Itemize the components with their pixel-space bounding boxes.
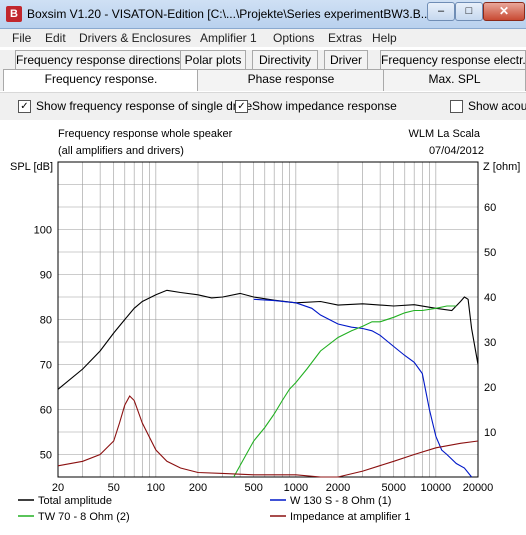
x-tick-label: 100	[147, 482, 165, 494]
tab-row-lower: Frequency response. Phase response Max. …	[0, 69, 526, 91]
tab-driver[interactable]: Driver	[324, 50, 368, 69]
y-tick-label-right: 30	[484, 337, 496, 349]
x-tick-label: 20000	[463, 482, 494, 494]
y-tick-label-left: 90	[40, 270, 52, 282]
chart-project-name: WLM La Scala	[408, 128, 480, 140]
y-tick-label-right: 60	[484, 202, 496, 214]
plot-frame	[57, 161, 479, 478]
tab-max-spl[interactable]: Max. SPL	[383, 69, 526, 91]
legend-label-3: Impedance at amplifier 1	[290, 511, 410, 523]
close-button[interactable]: ✕	[483, 2, 525, 21]
single-drive-checkbox[interactable]: ✓	[18, 100, 31, 113]
x-tick-label: 20	[52, 482, 64, 494]
y-tick-label-right: 50	[484, 247, 496, 259]
menu-amplifier[interactable]: Amplifier 1	[200, 31, 257, 45]
menu-extras[interactable]: Extras	[328, 31, 363, 45]
boxsim-app-icon[interactable]: B	[6, 6, 22, 22]
acoustic-label: Show acous	[468, 99, 526, 113]
y-tick-label-left: 100	[34, 225, 52, 237]
y-tick-label-left: 60	[40, 405, 52, 417]
x-tick-label: 5000	[381, 482, 405, 494]
tab-frequency-response-electrical[interactable]: Frequency response electr...	[380, 50, 526, 69]
menu-help[interactable]: Help	[372, 31, 397, 45]
chart-subtitle: (all amplifiers and drivers)	[58, 145, 184, 157]
series-line-3	[57, 395, 479, 478]
legend-label-0: Total amplitude	[38, 495, 112, 507]
y-axis-right-label: Z [ohm]	[483, 161, 520, 173]
menu-options[interactable]: Options	[273, 31, 315, 45]
y-tick-label-right: 40	[484, 292, 496, 304]
y-tick-label-left: 80	[40, 315, 52, 327]
options-bar: ✓ Show frequency response of single driv…	[0, 92, 526, 120]
menu-edit[interactable]: Edit	[45, 31, 66, 45]
impedance-label: Show impedance response	[252, 99, 397, 113]
minimize-button[interactable]: –	[427, 2, 455, 21]
y-tick-label-left: 70	[40, 360, 52, 372]
x-tick-label: 10000	[421, 482, 452, 494]
series-line-0	[57, 289, 479, 390]
single-drive-label: Show frequency response of single drive	[36, 99, 253, 113]
title-bar: B Boxsim V1.20 - VISATON-Edition [C:\...…	[0, 0, 526, 29]
x-tick-label: 2000	[326, 482, 350, 494]
frequency-chart-panel: Frequency response whole speaker (all am…	[0, 120, 526, 532]
maximize-button[interactable]: □	[455, 2, 483, 21]
menu-drivers[interactable]: Drivers & Enclosures	[79, 31, 192, 45]
y-axis-left-label: SPL [dB]	[10, 161, 53, 173]
menu-bar: File Edit Drivers & Enclosures Amplifier…	[0, 29, 526, 47]
chart-title: Frequency response whole speaker	[58, 128, 233, 140]
x-tick-label: 50	[108, 482, 120, 494]
tab-frequency-response-directions[interactable]: Frequency response directions	[15, 50, 181, 69]
series-line-1	[253, 298, 473, 478]
chart-date: 07/04/2012	[429, 145, 484, 157]
frequency-response-chart: Frequency response whole speaker (all am…	[10, 128, 520, 523]
tab-row-upper: Frequency response directions Polar plot…	[0, 50, 526, 69]
tab-directivity[interactable]: Directivity	[252, 50, 318, 69]
tab-polar-plots[interactable]: Polar plots	[180, 50, 246, 69]
acoustic-checkbox[interactable]	[450, 100, 463, 113]
legend-label-2: TW 70 - 8 Ohm (2)	[38, 511, 130, 523]
close-icon: ✕	[498, 4, 510, 18]
checkmark-icon: ✓	[237, 101, 246, 112]
impedance-checkbox[interactable]: ✓	[235, 100, 248, 113]
legend-label-1: W 130 S - 8 Ohm (1)	[290, 495, 391, 507]
x-tick-label: 200	[189, 482, 207, 494]
y-tick-label-right: 10	[484, 427, 496, 439]
window-title: Boxsim V1.20 - VISATON-Edition [C:\...\P…	[27, 7, 431, 21]
menu-file[interactable]: File	[12, 31, 32, 45]
y-tick-label-right: 20	[484, 382, 496, 394]
series-line-2	[233, 305, 457, 478]
x-tick-label: 500	[245, 482, 263, 494]
tab-frequency-response[interactable]: Frequency response.	[3, 69, 199, 91]
checkmark-icon: ✓	[20, 101, 29, 112]
y-tick-label-left: 50	[40, 450, 52, 462]
tab-phase-response[interactable]: Phase response	[197, 69, 385, 91]
x-tick-label: 1000	[284, 482, 308, 494]
